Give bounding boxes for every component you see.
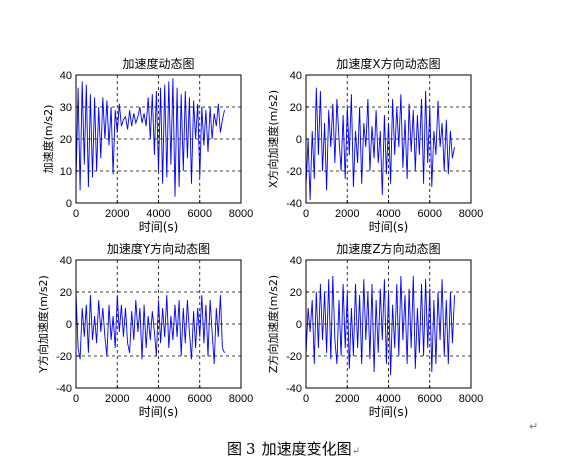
x-tick-label: 2000 [335, 393, 359, 405]
plot-area [306, 75, 471, 203]
y-tick-label: -20 [286, 351, 302, 363]
x-tick-label: 4000 [146, 208, 170, 220]
y-tick-label: 0 [66, 198, 72, 210]
x-axis-label: 时间(s) [369, 405, 409, 419]
subplot-2: 0 2000 4000 6000 8000 -40 -20 0 20 40 加速度X方向动态图时间(… [266, 56, 483, 234]
figure-caption: 图 3 加速度变化图↵ [0, 438, 587, 459]
subplot-title: 加速度Z方向动态图 [336, 241, 440, 256]
paragraph-mark: ↵ [529, 420, 539, 433]
x-tick-label: 2000 [105, 393, 129, 405]
series-line [75, 78, 225, 197]
x-tick-label: 4000 [376, 208, 400, 220]
x-axis-label: 时间(s) [139, 220, 179, 234]
subplot-title: 加速度Y方向动态图 [107, 241, 210, 256]
y-tick-label: 20 [60, 287, 72, 299]
x-tick-label: 8000 [459, 393, 483, 405]
x-tick-label: 4000 [376, 393, 400, 405]
x-tick-label: 6000 [188, 393, 212, 405]
plot-area [76, 75, 241, 203]
plot-area [76, 260, 241, 388]
x-tick-label: 8000 [229, 393, 253, 405]
y-tick-label: 20 [290, 287, 302, 299]
y-tick-label: -20 [286, 166, 302, 178]
caption-paragraph-mark: ↵ [351, 446, 360, 457]
y-tick-label: 0 [66, 319, 72, 331]
x-tick-label: 8000 [229, 208, 253, 220]
x-tick-label: 2000 [335, 208, 359, 220]
y-tick-label: -20 [56, 351, 72, 363]
x-axis-label: 时间(s) [369, 220, 409, 234]
series-line [75, 291, 225, 365]
x-tick-label: 6000 [418, 393, 442, 405]
caption-text: 加速度变化图 [261, 440, 352, 458]
y-tick-label: -40 [286, 383, 302, 395]
y-axis-label: 加速度(m/s2) [41, 105, 55, 174]
y-tick-label: 0 [296, 319, 302, 331]
series-line [305, 275, 455, 376]
x-tick-label: 8000 [459, 208, 483, 220]
y-tick-label: 20 [60, 134, 72, 146]
y-tick-label: -40 [286, 198, 302, 210]
x-tick-label: 4000 [146, 393, 170, 405]
x-tick-label: 2000 [105, 208, 129, 220]
y-tick-label: -40 [56, 383, 72, 395]
y-tick-label: 40 [290, 70, 302, 82]
y-tick-label: 40 [60, 255, 72, 267]
y-tick-label: 40 [60, 70, 72, 82]
y-tick-label: 0 [296, 134, 302, 146]
caption-number: 3 [246, 440, 256, 458]
series-line [305, 87, 455, 200]
x-tick-label: 0 [73, 393, 79, 405]
y-tick-label: 20 [290, 102, 302, 114]
y-axis-label: Z方向加速度(m/s2) [266, 275, 280, 373]
subplot-title: 加速度X方向动态图 [336, 56, 440, 71]
x-tick-label: 0 [303, 208, 309, 220]
caption-prefix: 图 [227, 440, 243, 458]
x-tick-label: 6000 [418, 208, 442, 220]
subplot-title: 加速度动态图 [122, 56, 194, 71]
y-tick-label: 40 [290, 255, 302, 267]
y-tick-label: 10 [60, 166, 72, 178]
subplot-4: 0 2000 4000 6000 8000 -40 -20 0 20 40 加速度Z方向动态图时间(… [266, 241, 483, 419]
x-tick-label: 0 [303, 393, 309, 405]
y-axis-label: X方向加速度(m/s2) [266, 90, 280, 188]
x-tick-label: 0 [73, 208, 79, 220]
x-axis-label: 时间(s) [139, 405, 179, 419]
x-tick-label: 6000 [188, 208, 212, 220]
subplot-3: 0 2000 4000 6000 8000 -40 -20 0 20 40 加速度Y方向动态图时间(… [36, 241, 253, 419]
y-tick-label: 30 [60, 102, 72, 114]
y-axis-label: Y方向加速度(m/s2) [36, 275, 50, 373]
